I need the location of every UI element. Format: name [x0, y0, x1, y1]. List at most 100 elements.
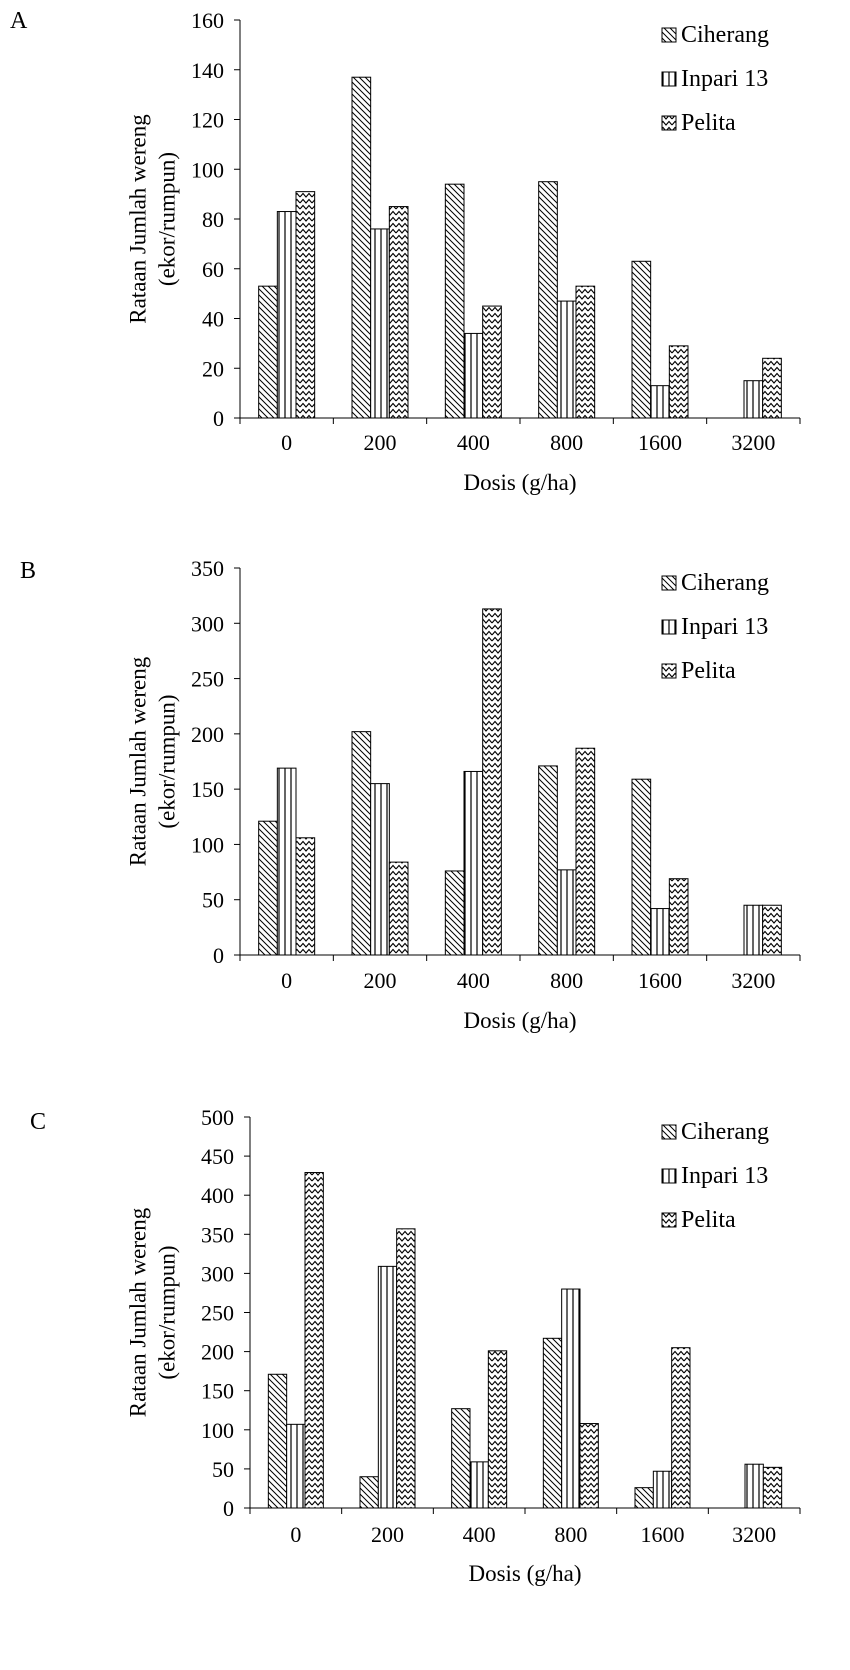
legend: Ciherang Inpari 13 Pelita	[661, 22, 769, 136]
y-tick-label: 300	[191, 611, 224, 636]
y-tick-label: 250	[191, 667, 224, 692]
panel-letter: B	[20, 558, 36, 584]
bar-pelita	[396, 1228, 416, 1509]
bar-pelita	[482, 608, 502, 956]
bar-ciherang	[538, 181, 558, 419]
y-tick-label: 200	[191, 722, 224, 747]
bar-inpari-13	[370, 228, 390, 419]
chart-panel-c: C 0 50 100 150 200 250 300 350 400 450 500 0 200 400 80…	[30, 1105, 801, 1586]
y-tick-label: 100	[191, 157, 224, 182]
bar-ciherang	[538, 765, 558, 956]
bar-pelita	[295, 837, 316, 956]
bar-inpari-13	[650, 908, 670, 956]
y-tick-label: 120	[191, 108, 224, 133]
x-tick-label: 800	[554, 1522, 587, 1547]
panel-letter: A	[10, 8, 28, 34]
y-tick-label: 50	[202, 888, 224, 913]
x-tick-label: 400	[457, 968, 490, 993]
y-tick-label: 60	[202, 257, 224, 282]
y-tick-label: 350	[191, 556, 224, 581]
y-axis-title: Rataan Jumlah wereng (ekor/rumpun)	[126, 1207, 180, 1417]
legend-swatch	[661, 619, 677, 635]
legend-label: Pelita	[681, 110, 736, 136]
x-tick-label: 400	[463, 1522, 496, 1547]
legend-swatch	[661, 1212, 677, 1228]
bar-inpari-13	[556, 869, 577, 956]
y-tick-label: 50	[212, 1457, 234, 1482]
bar-inpari-13	[743, 904, 764, 956]
bar-inpari-13	[556, 300, 577, 419]
x-tick-label: 200	[364, 968, 397, 993]
bar-ciherang	[444, 183, 465, 419]
x-tick-label: 200	[364, 430, 397, 455]
bar-pelita	[668, 878, 689, 956]
y-tick-label: 0	[213, 406, 224, 431]
bar-inpari-13	[463, 770, 484, 956]
bar-pelita	[482, 305, 502, 419]
y-tick-label: 150	[191, 777, 224, 802]
y-tick-label: 200	[201, 1340, 234, 1365]
x-axis-title: Dosis (g/ha)	[468, 1561, 581, 1586]
legend-label: Pelita	[681, 1207, 736, 1233]
legend-label: Ciherang	[681, 22, 769, 48]
x-axis-title: Dosis (g/ha)	[463, 1008, 576, 1033]
bar-pelita	[762, 1466, 783, 1509]
y-axis-title-line: Rataan Jumlah wereng	[126, 656, 151, 866]
x-tick-label: 3200	[731, 430, 775, 455]
y-axis-title-line: Rataan Jumlah wereng	[126, 114, 151, 324]
bar-inpari-13	[652, 1470, 673, 1509]
legend-swatch	[661, 71, 677, 87]
legend-label: Inpari 13	[681, 614, 768, 640]
y-axis-title-line: (ekor/rumpun)	[154, 152, 179, 286]
x-tick-label: 0	[290, 1522, 301, 1547]
y-axis-title-line: (ekor/rumpun)	[154, 1245, 179, 1379]
legend: Ciherang Inpari 13 Pelita	[661, 570, 769, 684]
bar-pelita	[762, 357, 782, 419]
bar-ciherang	[267, 1373, 288, 1509]
y-tick-label: 500	[201, 1105, 234, 1130]
legend-label: Inpari 13	[681, 66, 768, 92]
bar-ciherang	[444, 870, 465, 956]
x-tick-label: 1600	[638, 968, 682, 993]
y-tick-label: 350	[201, 1222, 234, 1247]
bar-ciherang	[258, 285, 278, 419]
y-axis-title: Rataan Jumlah wereng (ekor/rumpun)	[126, 114, 180, 324]
y-tick-label: 0	[213, 943, 224, 968]
bar-pelita	[668, 345, 689, 419]
legend-swatch	[661, 575, 677, 591]
bar-inpari-13	[276, 211, 297, 419]
legend-swatch	[661, 27, 677, 43]
bar-ciherang	[351, 731, 372, 956]
y-tick-label: 160	[191, 8, 224, 33]
y-tick-label: 300	[201, 1261, 234, 1286]
bar-pelita	[671, 1347, 691, 1509]
y-tick-label: 150	[201, 1379, 234, 1404]
legend-label: Ciherang	[681, 570, 769, 596]
y-tick-label: 100	[191, 832, 224, 857]
bar-inpari-13	[650, 385, 670, 419]
bar-pelita	[388, 206, 409, 419]
y-tick-label: 20	[202, 356, 224, 381]
legend: Ciherang Inpari 13 Pelita	[661, 1119, 769, 1233]
bar-ciherang	[258, 820, 278, 956]
bar-ciherang	[351, 76, 372, 419]
legend-label: Pelita	[681, 658, 736, 684]
y-tick-label: 0	[223, 1496, 234, 1521]
y-tick-label: 80	[202, 207, 224, 232]
chart-panel-b: B 0 50 100 150 200 250 300 350 0 200 400 800 1600 3200…	[20, 556, 801, 1033]
bar-ciherang	[631, 778, 652, 956]
y-tick-label: 250	[201, 1301, 234, 1326]
y-axis-title-line: (ekor/rumpun)	[154, 694, 179, 828]
x-tick-label: 3200	[732, 1522, 776, 1547]
bar-ciherang	[634, 1487, 654, 1509]
x-tick-label: 1600	[638, 430, 682, 455]
bar-pelita	[304, 1172, 324, 1509]
panel-letter: C	[30, 1109, 46, 1135]
bar-inpari-13	[744, 1463, 764, 1509]
x-tick-label: 800	[550, 968, 583, 993]
x-tick-label: 200	[371, 1522, 404, 1547]
y-tick-label: 450	[201, 1144, 234, 1169]
